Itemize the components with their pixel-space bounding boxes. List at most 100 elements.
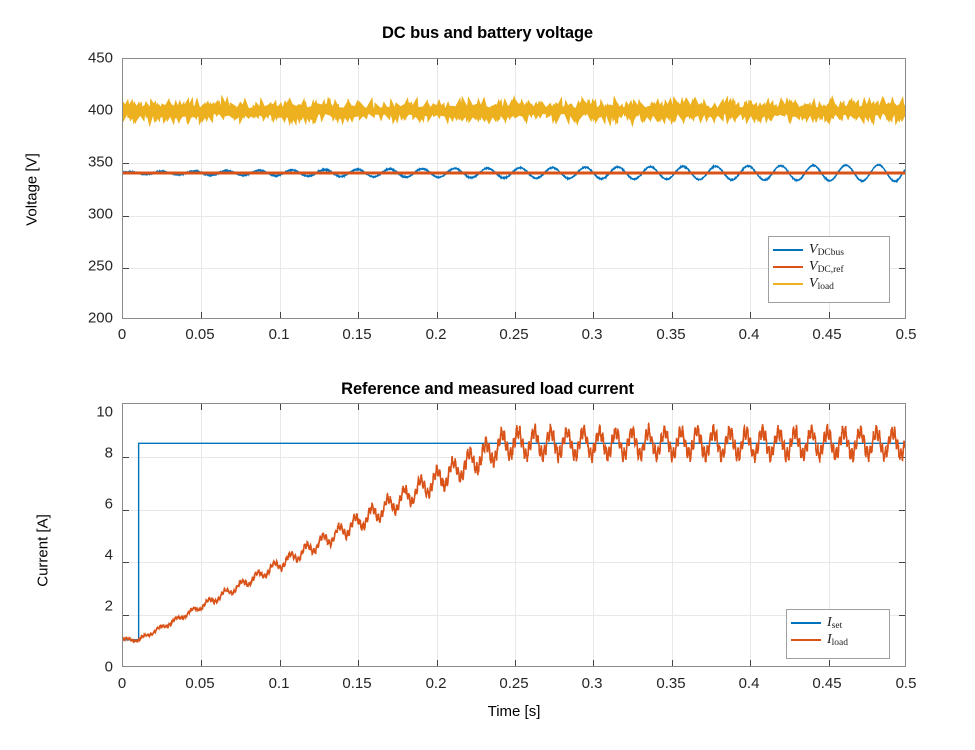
voltage-xtick-label: 0.05 (185, 326, 215, 343)
voltage-xtick-label: 0.35 (656, 326, 686, 343)
current-plot-title: Reference and measured load current (341, 380, 634, 398)
current-ytick-label: 8 (104, 444, 113, 462)
current-ytick-label: 4 (104, 546, 113, 564)
voltage-axes (122, 58, 906, 319)
axis-tick (123, 216, 129, 217)
axis-tick (899, 615, 905, 616)
gridline-v (515, 59, 516, 318)
voltage-ytick-label: 300 (87, 205, 113, 223)
gridline-v (280, 59, 281, 318)
gridline-v (358, 404, 359, 666)
axis-tick (280, 404, 281, 410)
axis-tick (201, 59, 202, 65)
legend-label-v-dcbus: VDCbus (809, 241, 844, 258)
axis-tick (672, 312, 673, 318)
current-axes (122, 403, 906, 667)
axis-tick (201, 404, 202, 410)
voltage-curves (123, 94, 905, 184)
axis-tick (750, 404, 751, 410)
axis-tick (829, 312, 830, 318)
legend-label-v-load: Vload (809, 275, 834, 292)
subplot-voltage: DC bus and battery voltage Voltage [V] 4… (24, 24, 917, 343)
gridline-v (593, 404, 594, 666)
current-xtick-label: 0.5 (895, 675, 917, 692)
current-xtick-label: 0.1 (268, 675, 290, 692)
gridline-h (123, 510, 905, 511)
axis-tick (515, 404, 516, 410)
gridline-v (672, 59, 673, 318)
voltage-xtick-label: 0.1 (268, 326, 290, 343)
voltage-ytick-label: 450 (87, 49, 113, 67)
legend-item-v-dc-ref[interactable]: VDC,ref (773, 258, 883, 275)
axis-tick (829, 660, 830, 666)
gridline-h (123, 163, 905, 164)
axis-tick (437, 59, 438, 65)
axis-tick (280, 59, 281, 65)
voltage-xtick-label: 0.5 (895, 326, 917, 343)
voltage-ytick-label: 350 (87, 153, 113, 171)
axis-tick (358, 312, 359, 318)
axis-tick (123, 457, 129, 458)
voltage-plot-title: DC bus and battery voltage (381, 24, 594, 42)
voltage-legend[interactable]: VDCbus VDC,ref Vload (768, 236, 890, 303)
axis-tick (672, 660, 673, 666)
gridline-h (123, 216, 905, 217)
axis-tick (515, 660, 516, 666)
legend-swatch-v-load (773, 282, 803, 285)
legend-label-i-load: Iload (827, 631, 849, 648)
legend-label-v-dc-ref: VDC,ref (809, 258, 844, 275)
axis-tick (899, 216, 905, 217)
current-x-axis-label: Time [s] (487, 703, 541, 720)
voltage-xtick-label: 0.4 (738, 326, 760, 343)
current-xtick-label: 0.35 (656, 675, 686, 692)
axis-tick (829, 404, 830, 410)
voltage-ytick-label: 400 (87, 101, 113, 119)
gridline-v (829, 59, 830, 318)
current-xtick-label: 0 (117, 675, 127, 692)
gridline-h (123, 457, 905, 458)
current-legend[interactable]: Iset Iload (786, 609, 890, 659)
voltage-xtick-label: 0 (117, 326, 127, 343)
subplot-current: Reference and measured load current Curr… (0, 375, 975, 750)
legend-item-i-load[interactable]: Iload (791, 631, 883, 648)
current-xtick-label: 0.25 (499, 675, 529, 692)
axis-tick (593, 404, 594, 410)
legend-item-v-load[interactable]: Vload (773, 275, 883, 292)
gridline-v (672, 404, 673, 666)
axis-tick (437, 312, 438, 318)
axis-tick (123, 163, 129, 164)
legend-swatch-v-dcbus (773, 248, 803, 251)
axis-tick (593, 59, 594, 65)
voltage-xtick-label: 0.2 (425, 326, 447, 343)
axis-tick (201, 312, 202, 318)
gridline-v (358, 59, 359, 318)
axis-tick (123, 268, 129, 269)
gridline-v (515, 404, 516, 666)
legend-item-i-set[interactable]: Iset (791, 614, 883, 631)
current-xtick-label: 0.05 (185, 675, 215, 692)
current-xtick-label: 0.3 (581, 675, 603, 692)
voltage-xtick-label: 0.25 (499, 326, 529, 343)
axis-tick (593, 312, 594, 318)
gridline-v (593, 59, 594, 318)
axis-tick (750, 660, 751, 666)
axis-tick (672, 404, 673, 410)
current-xtick-label: 0.45 (812, 675, 842, 692)
current-xtick-label: 0.4 (738, 675, 760, 692)
axis-tick (899, 268, 905, 269)
axis-tick (437, 404, 438, 410)
gridline-v (829, 404, 830, 666)
legend-item-v-dcbus[interactable]: VDCbus (773, 241, 883, 258)
axis-tick (593, 660, 594, 666)
axis-tick (750, 59, 751, 65)
axis-tick (437, 660, 438, 666)
gridline-v (201, 59, 202, 318)
axis-tick (280, 312, 281, 318)
current-xtick-label: 0.2 (425, 675, 447, 692)
gridline-v (750, 404, 751, 666)
current-curves (123, 422, 905, 644)
current-y-axis-label: Current [A] (34, 514, 52, 587)
gridline-v (437, 59, 438, 318)
axis-tick (515, 59, 516, 65)
voltage-ytick-label: 250 (87, 257, 113, 275)
